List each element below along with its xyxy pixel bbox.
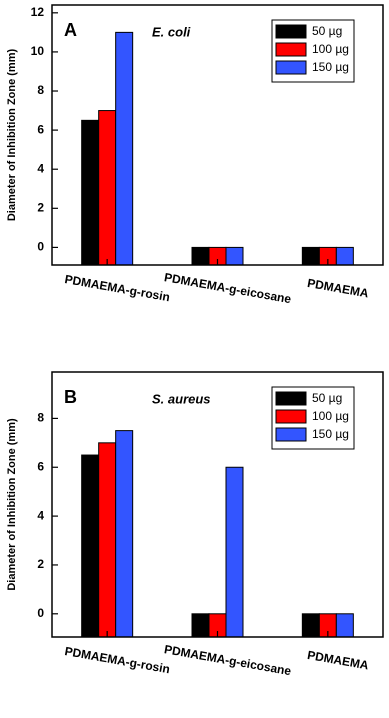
x-tick-label: PDMAEMA-g-rosin xyxy=(64,644,171,676)
y-tick-label: 8 xyxy=(37,83,44,97)
legend-swatch xyxy=(275,60,307,75)
legend-swatch xyxy=(275,427,307,442)
bar xyxy=(191,613,210,638)
bar xyxy=(335,613,354,638)
panel-label: A xyxy=(64,20,77,40)
bar xyxy=(225,466,244,638)
y-tick-label: 6 xyxy=(37,459,44,473)
annotation: E. coli xyxy=(152,24,191,39)
legend-label: 150 µg xyxy=(312,427,349,441)
bar xyxy=(81,454,100,638)
y-tick-label: 2 xyxy=(37,557,44,571)
x-tick-label: PDMAEMA xyxy=(306,648,370,673)
bar xyxy=(191,246,210,266)
panel: 0 2 4 6 8 10 12 PDMAEMA-g-rosinPDMAEMA-g-eicosa… xyxy=(6,4,384,306)
y-tick-label: 2 xyxy=(37,200,44,214)
legend-label: 50 µg xyxy=(312,24,342,38)
bar xyxy=(98,442,117,638)
panel-label: B xyxy=(64,387,77,407)
legend-swatch xyxy=(275,409,307,424)
x-tick-label: PDMAEMA-g-eicosane xyxy=(163,270,292,306)
legend-swatch xyxy=(275,24,307,39)
x-tick-label: PDMAEMA-g-eicosane xyxy=(163,642,292,678)
bar xyxy=(301,246,320,266)
bar xyxy=(335,246,354,266)
legend-label: 150 µg xyxy=(312,60,349,74)
y-tick-label: 8 xyxy=(37,411,44,425)
y-tick-label: 0 xyxy=(37,606,44,620)
legend-label: 50 µg xyxy=(312,391,342,405)
annotation: S. aureus xyxy=(152,391,211,406)
y-tick-label: 12 xyxy=(31,5,45,19)
legend-swatch xyxy=(275,391,307,406)
bar xyxy=(115,430,134,638)
legend-label: 100 µg xyxy=(312,42,349,56)
y-axis-label: Diameter of Inhibition Zone (mm) xyxy=(6,418,18,591)
y-tick-label: 4 xyxy=(37,508,44,522)
bar xyxy=(115,31,134,266)
y-tick-label: 0 xyxy=(37,240,44,254)
bar xyxy=(301,613,320,638)
legend-swatch xyxy=(275,42,307,57)
y-tick-label: 4 xyxy=(37,161,44,175)
bar xyxy=(98,110,117,266)
bar xyxy=(225,246,244,266)
x-tick-label: PDMAEMA xyxy=(306,276,370,301)
y-tick-label: 6 xyxy=(37,122,44,136)
legend-label: 100 µg xyxy=(312,409,349,423)
x-tick-label: PDMAEMA-g-rosin xyxy=(64,272,171,304)
bar xyxy=(81,119,100,266)
y-axis-label: Diameter of Inhibition Zone (mm) xyxy=(6,49,18,222)
y-tick-label: 10 xyxy=(31,44,45,58)
